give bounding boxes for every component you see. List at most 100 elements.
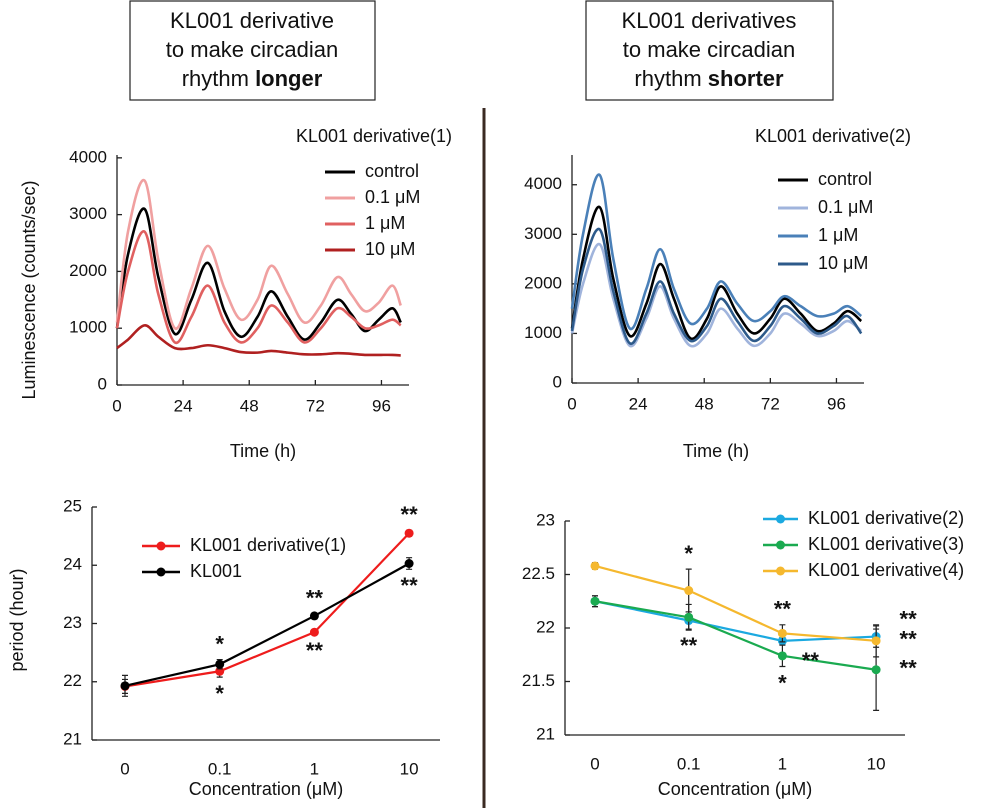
series-line: [570, 205, 863, 341]
data-point: [590, 596, 600, 606]
legend-label: control: [365, 161, 419, 181]
data-point: [404, 559, 414, 569]
x-tick-label: 10: [400, 759, 419, 778]
x-tick-label: 48: [695, 394, 714, 413]
y-tick-label: 21: [536, 724, 555, 743]
data-point: [777, 628, 787, 638]
header-box: [129, 0, 376, 101]
series-line: [570, 242, 863, 348]
header-line: KL001 derivatives: [622, 8, 797, 33]
data-point: [309, 611, 319, 621]
significance-mark: **: [680, 633, 698, 658]
significance-mark: **: [401, 573, 419, 598]
x-tick-label: 96: [827, 394, 846, 413]
significance-mark: *: [778, 670, 787, 695]
significance-mark: **: [900, 656, 918, 681]
legend-label: 10 μM: [365, 239, 415, 259]
x-tick-label: 10: [867, 754, 886, 773]
significance-mark: *: [684, 541, 693, 566]
x-tick-label: 72: [761, 394, 780, 413]
data-point: [777, 651, 787, 661]
chart-title: KL001 derivative(2): [755, 126, 911, 146]
series-line: [124, 532, 410, 688]
data-point: [120, 681, 130, 691]
data-point: [309, 627, 319, 637]
x-tick-label: 0: [112, 396, 121, 415]
x-axis-label: Time (h): [230, 441, 296, 461]
y-tick-label: 22.5: [522, 564, 555, 583]
x-tick-label: 0.1: [208, 759, 232, 778]
data-point: [404, 528, 414, 538]
y-tick-label: 1000: [524, 323, 562, 342]
y-tick-label: 23: [63, 613, 82, 632]
y-tick-label: 21: [63, 729, 82, 748]
y-tick-label: 2000: [69, 261, 107, 280]
y-tick-label: 24: [63, 555, 82, 574]
legend-label: KL001 derivative(1): [190, 535, 346, 555]
legend-label: KL001: [190, 561, 242, 581]
legend-label: 1 μM: [818, 225, 858, 245]
series-line: [115, 230, 402, 345]
x-axis-label: Concentration (μM): [189, 779, 343, 799]
header-text: rhythm: [634, 66, 701, 91]
significance-mark: **: [900, 627, 918, 652]
x-tick-label: 72: [306, 396, 325, 415]
y-tick-label: 4000: [524, 174, 562, 193]
series-line: [570, 173, 863, 331]
header-line: to make circadian: [623, 37, 795, 62]
header-text: rhythm: [182, 66, 249, 91]
legend-label: KL001 derivative(4): [808, 560, 964, 580]
significance-mark: **: [802, 648, 820, 673]
data-point: [590, 561, 600, 571]
legend-label: control: [818, 169, 872, 189]
series-line: [594, 564, 877, 642]
data-point: [684, 612, 694, 622]
x-tick-label: 48: [240, 396, 259, 415]
header-line: rhythm shorter: [634, 66, 784, 91]
series-line: [115, 179, 402, 330]
y-axis-label: period (hour): [7, 568, 27, 671]
legend-dot: [776, 514, 785, 524]
y-tick-label: 2000: [524, 273, 562, 292]
significance-mark: **: [306, 638, 324, 663]
y-tick-label: 0: [98, 374, 107, 393]
x-axis-label: Time (h): [683, 441, 749, 461]
x-tick-label: 0: [120, 759, 129, 778]
legend-label: 10 μM: [818, 253, 868, 273]
header-box: [585, 0, 834, 101]
y-tick-label: 22: [536, 617, 555, 636]
data-point: [871, 636, 881, 646]
header-line: rhythm longer: [182, 66, 323, 91]
series-line: [594, 600, 877, 642]
significance-mark: *: [215, 681, 224, 706]
legend-label: 0.1 μM: [365, 187, 420, 207]
y-tick-label: 25: [63, 496, 82, 515]
series-line: [115, 207, 402, 341]
x-tick-label: 0: [567, 394, 576, 413]
series-line: [124, 562, 410, 687]
data-point: [684, 586, 694, 596]
x-tick-label: 1: [310, 759, 319, 778]
x-tick-label: 0: [590, 754, 599, 773]
y-tick-label: 22: [63, 671, 82, 690]
significance-mark: **: [401, 502, 419, 527]
legend-dot: [156, 541, 166, 551]
data-point: [871, 665, 881, 675]
x-tick-label: 24: [629, 394, 648, 413]
significance-mark: **: [900, 607, 918, 632]
series-line: [570, 227, 863, 345]
legend-dot: [776, 540, 785, 550]
y-tick-label: 0: [553, 372, 562, 391]
legend-label: 0.1 μM: [818, 197, 873, 217]
x-tick-label: 24: [174, 396, 193, 415]
x-tick-label: 0.1: [677, 754, 701, 773]
y-axis-label: Luminescence (counts/sec): [19, 180, 39, 399]
significance-mark: *: [215, 631, 224, 656]
legend-label: KL001 derivative(3): [808, 534, 964, 554]
significance-mark: **: [306, 585, 324, 610]
data-point: [215, 659, 225, 669]
header-emphasis: longer: [255, 66, 323, 91]
y-tick-label: 4000: [69, 147, 107, 166]
